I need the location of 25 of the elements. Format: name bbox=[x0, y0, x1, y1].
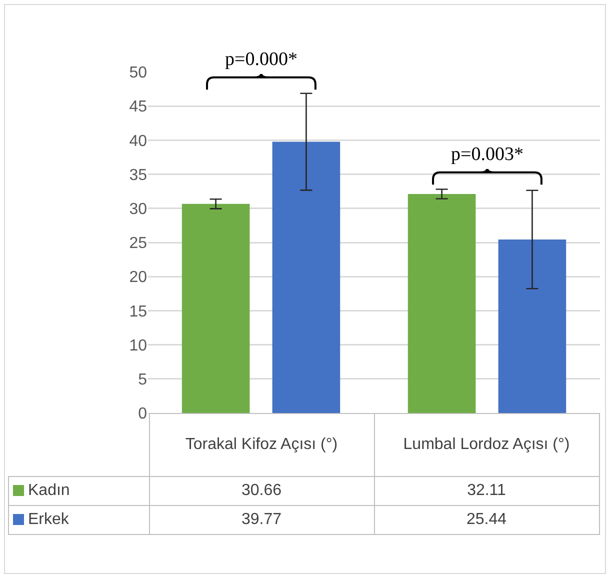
y-tick-label: 35 bbox=[129, 166, 148, 184]
legend-label: Erkek bbox=[8, 505, 149, 534]
y-tick-label: 15 bbox=[129, 303, 148, 320]
bar bbox=[182, 204, 250, 413]
bar bbox=[408, 194, 476, 413]
y-tick-label: 45 bbox=[129, 98, 148, 116]
data-label: 39.77 bbox=[149, 505, 374, 534]
y-tick-label: 20 bbox=[129, 269, 148, 286]
y-tick-label: 25 bbox=[129, 235, 148, 252]
y-tick-label: 10 bbox=[129, 337, 148, 354]
data-label: 25.44 bbox=[374, 505, 599, 534]
data-label: 32.11 bbox=[374, 476, 599, 505]
bar bbox=[272, 142, 340, 413]
annotation: p=0.003* bbox=[451, 144, 524, 165]
legend-label: Kadın bbox=[8, 476, 149, 505]
bar bbox=[498, 240, 566, 413]
data-label: 30.66 bbox=[149, 476, 374, 505]
text: p=0.000* bbox=[225, 49, 298, 70]
y-tick-label: 30 bbox=[129, 201, 148, 218]
x-tick-label: Torakal Kifoz Açısı (°) bbox=[149, 414, 374, 476]
y-tick-label: 40 bbox=[129, 132, 148, 150]
y-tick-label: 0 bbox=[138, 406, 148, 423]
y-tick-label: 50 bbox=[129, 64, 148, 82]
x-tick-label: Lumbal Lordoz Açısı (°) bbox=[374, 414, 599, 476]
y-tick-label: 5 bbox=[138, 372, 148, 388]
